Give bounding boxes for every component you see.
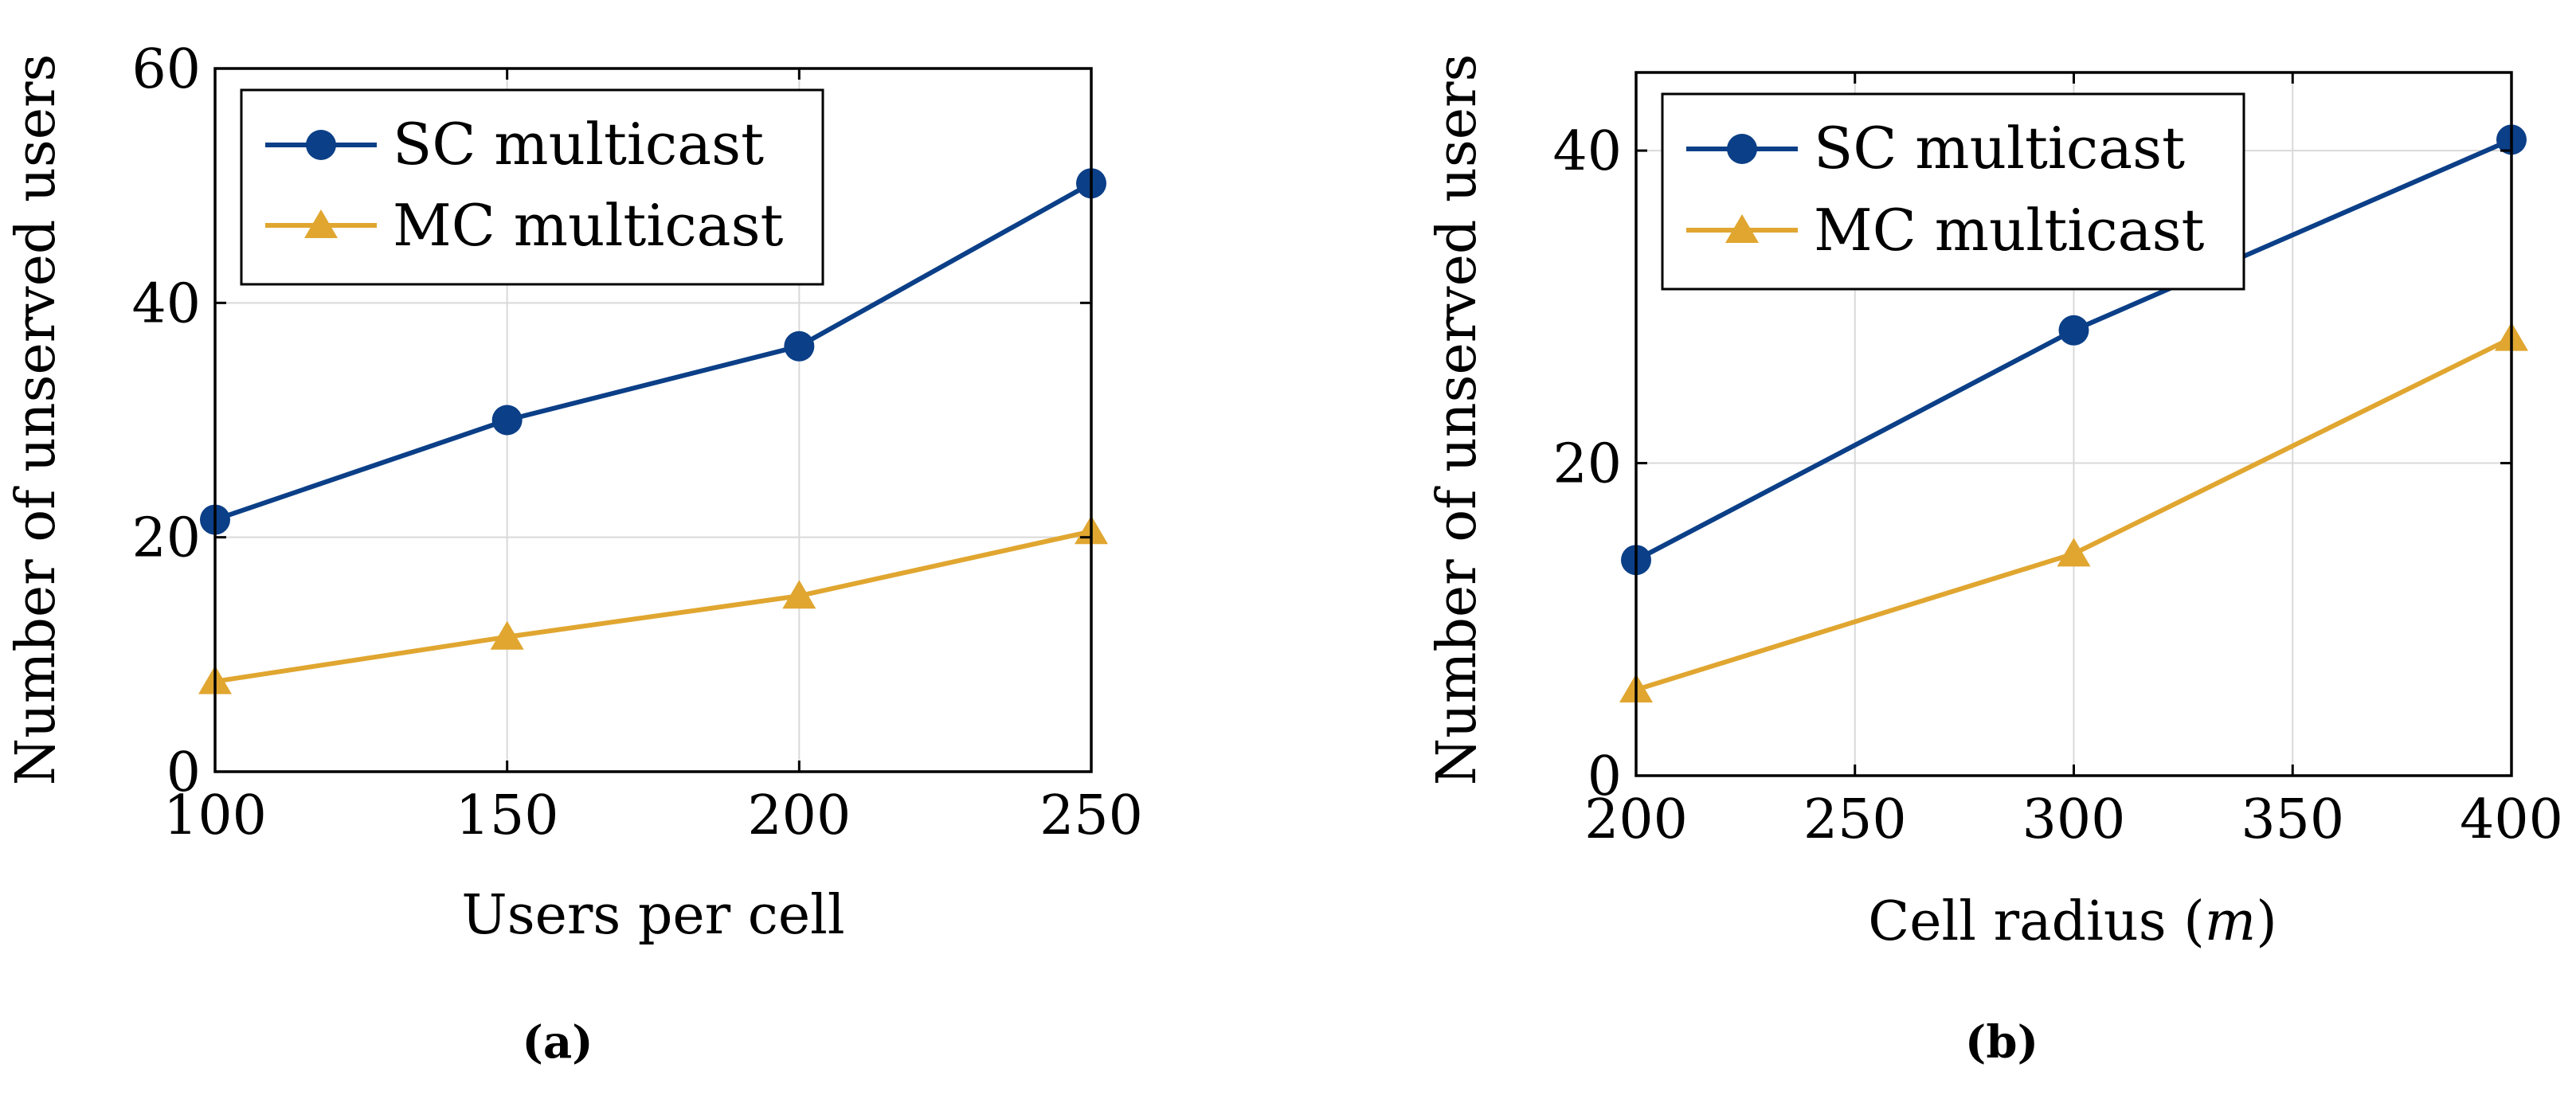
legend: SC multicast MC multicast bbox=[1661, 92, 2245, 291]
x-axis-label: Cell radius (m) bbox=[1868, 890, 2277, 953]
legend-label-sc: SC multicast bbox=[1814, 115, 2185, 182]
legend-label-mc: MC multicast bbox=[393, 192, 784, 259]
x-tick-label: 200 bbox=[747, 784, 851, 847]
tick-marks bbox=[1634, 72, 2513, 777]
legend-entry-sc-multicast: SC multicast bbox=[265, 111, 764, 178]
y-tick-labels: 0 20 40 60 bbox=[131, 38, 201, 804]
x-axis-label: Users per cell bbox=[461, 884, 844, 947]
plot-frame bbox=[213, 67, 1093, 773]
y-tick-label: 20 bbox=[1552, 433, 1622, 496]
y-tick-label: 60 bbox=[131, 38, 201, 101]
data-point-mc-multicast bbox=[782, 580, 816, 609]
y-tick-label: 0 bbox=[1587, 745, 1622, 808]
legend-label-sc: SC multicast bbox=[393, 111, 764, 178]
x-axis-label-text: Cell radius ( bbox=[1868, 890, 2205, 953]
legend-box bbox=[240, 88, 824, 286]
x-tick-labels: 200 250 300 350 400 bbox=[1584, 788, 2563, 851]
x-tick-label: 350 bbox=[2241, 788, 2344, 851]
tick-marks bbox=[213, 67, 1093, 773]
y-tick-label: 40 bbox=[131, 272, 201, 335]
legend-entry-sc-multicast: SC multicast bbox=[1686, 115, 2185, 182]
chart-panel-a: 100 150 200 250 0 20 40 60 Users per cell Numb… bbox=[5, 38, 1143, 1069]
y-tick-label: 40 bbox=[1552, 120, 1622, 183]
x-tick-label: 250 bbox=[1039, 784, 1143, 847]
legend-marker-sc bbox=[306, 130, 336, 160]
caption-b: (b) bbox=[1965, 1016, 2038, 1069]
legend: SC multicast MC multicast bbox=[240, 88, 824, 286]
x-tick-label: 400 bbox=[2460, 788, 2563, 851]
y-tick-labels: 0 20 40 bbox=[1552, 120, 1622, 808]
series-sc-multicast bbox=[200, 168, 1106, 535]
legend-box bbox=[1661, 92, 2245, 291]
caption-a: (a) bbox=[522, 1016, 593, 1069]
caption-b-text: (b) bbox=[1965, 1016, 2038, 1069]
x-tick-label: 200 bbox=[1584, 788, 1688, 851]
data-point-sc-multicast bbox=[491, 405, 523, 436]
series-line-sc-multicast bbox=[214, 181, 1093, 522]
legend-marker-mc bbox=[304, 209, 338, 238]
x-tick-label: 150 bbox=[456, 784, 559, 847]
legend-entry-mc-multicast: MC multicast bbox=[1686, 197, 2205, 264]
chart-panel-b: 200 250 300 350 400 0 20 40 Cell radius (m) Nu… bbox=[1426, 54, 2563, 1069]
y-tick-label: 20 bbox=[131, 507, 201, 570]
y-tick-label: 0 bbox=[166, 741, 201, 804]
x-tick-label: 300 bbox=[2022, 788, 2126, 851]
data-point-mc-multicast bbox=[490, 620, 524, 650]
x-axis-label-unit: m bbox=[2205, 890, 2256, 953]
data-point-mc-multicast bbox=[2057, 538, 2091, 567]
x-tick-label: 250 bbox=[1803, 788, 1907, 851]
x-axis-label-close: ) bbox=[2256, 890, 2277, 953]
y-axis-label: Number of unserved users bbox=[5, 54, 68, 786]
legend-marker-sc bbox=[1727, 134, 1757, 164]
y-axis-label: Number of unserved users bbox=[1426, 54, 1489, 786]
legend-marker-mc bbox=[1725, 214, 1759, 243]
legend-entry-mc-multicast: MC multicast bbox=[265, 192, 784, 259]
data-point-sc-multicast bbox=[784, 330, 815, 362]
series-line-mc-multicast bbox=[214, 529, 1092, 684]
x-tick-label: 100 bbox=[163, 784, 267, 847]
caption-a-text: (a) bbox=[522, 1016, 593, 1069]
data-point-sc-multicast bbox=[2058, 315, 2089, 346]
legend-label-mc: MC multicast bbox=[1814, 197, 2205, 264]
x-tick-labels: 100 150 200 250 bbox=[163, 784, 1143, 847]
